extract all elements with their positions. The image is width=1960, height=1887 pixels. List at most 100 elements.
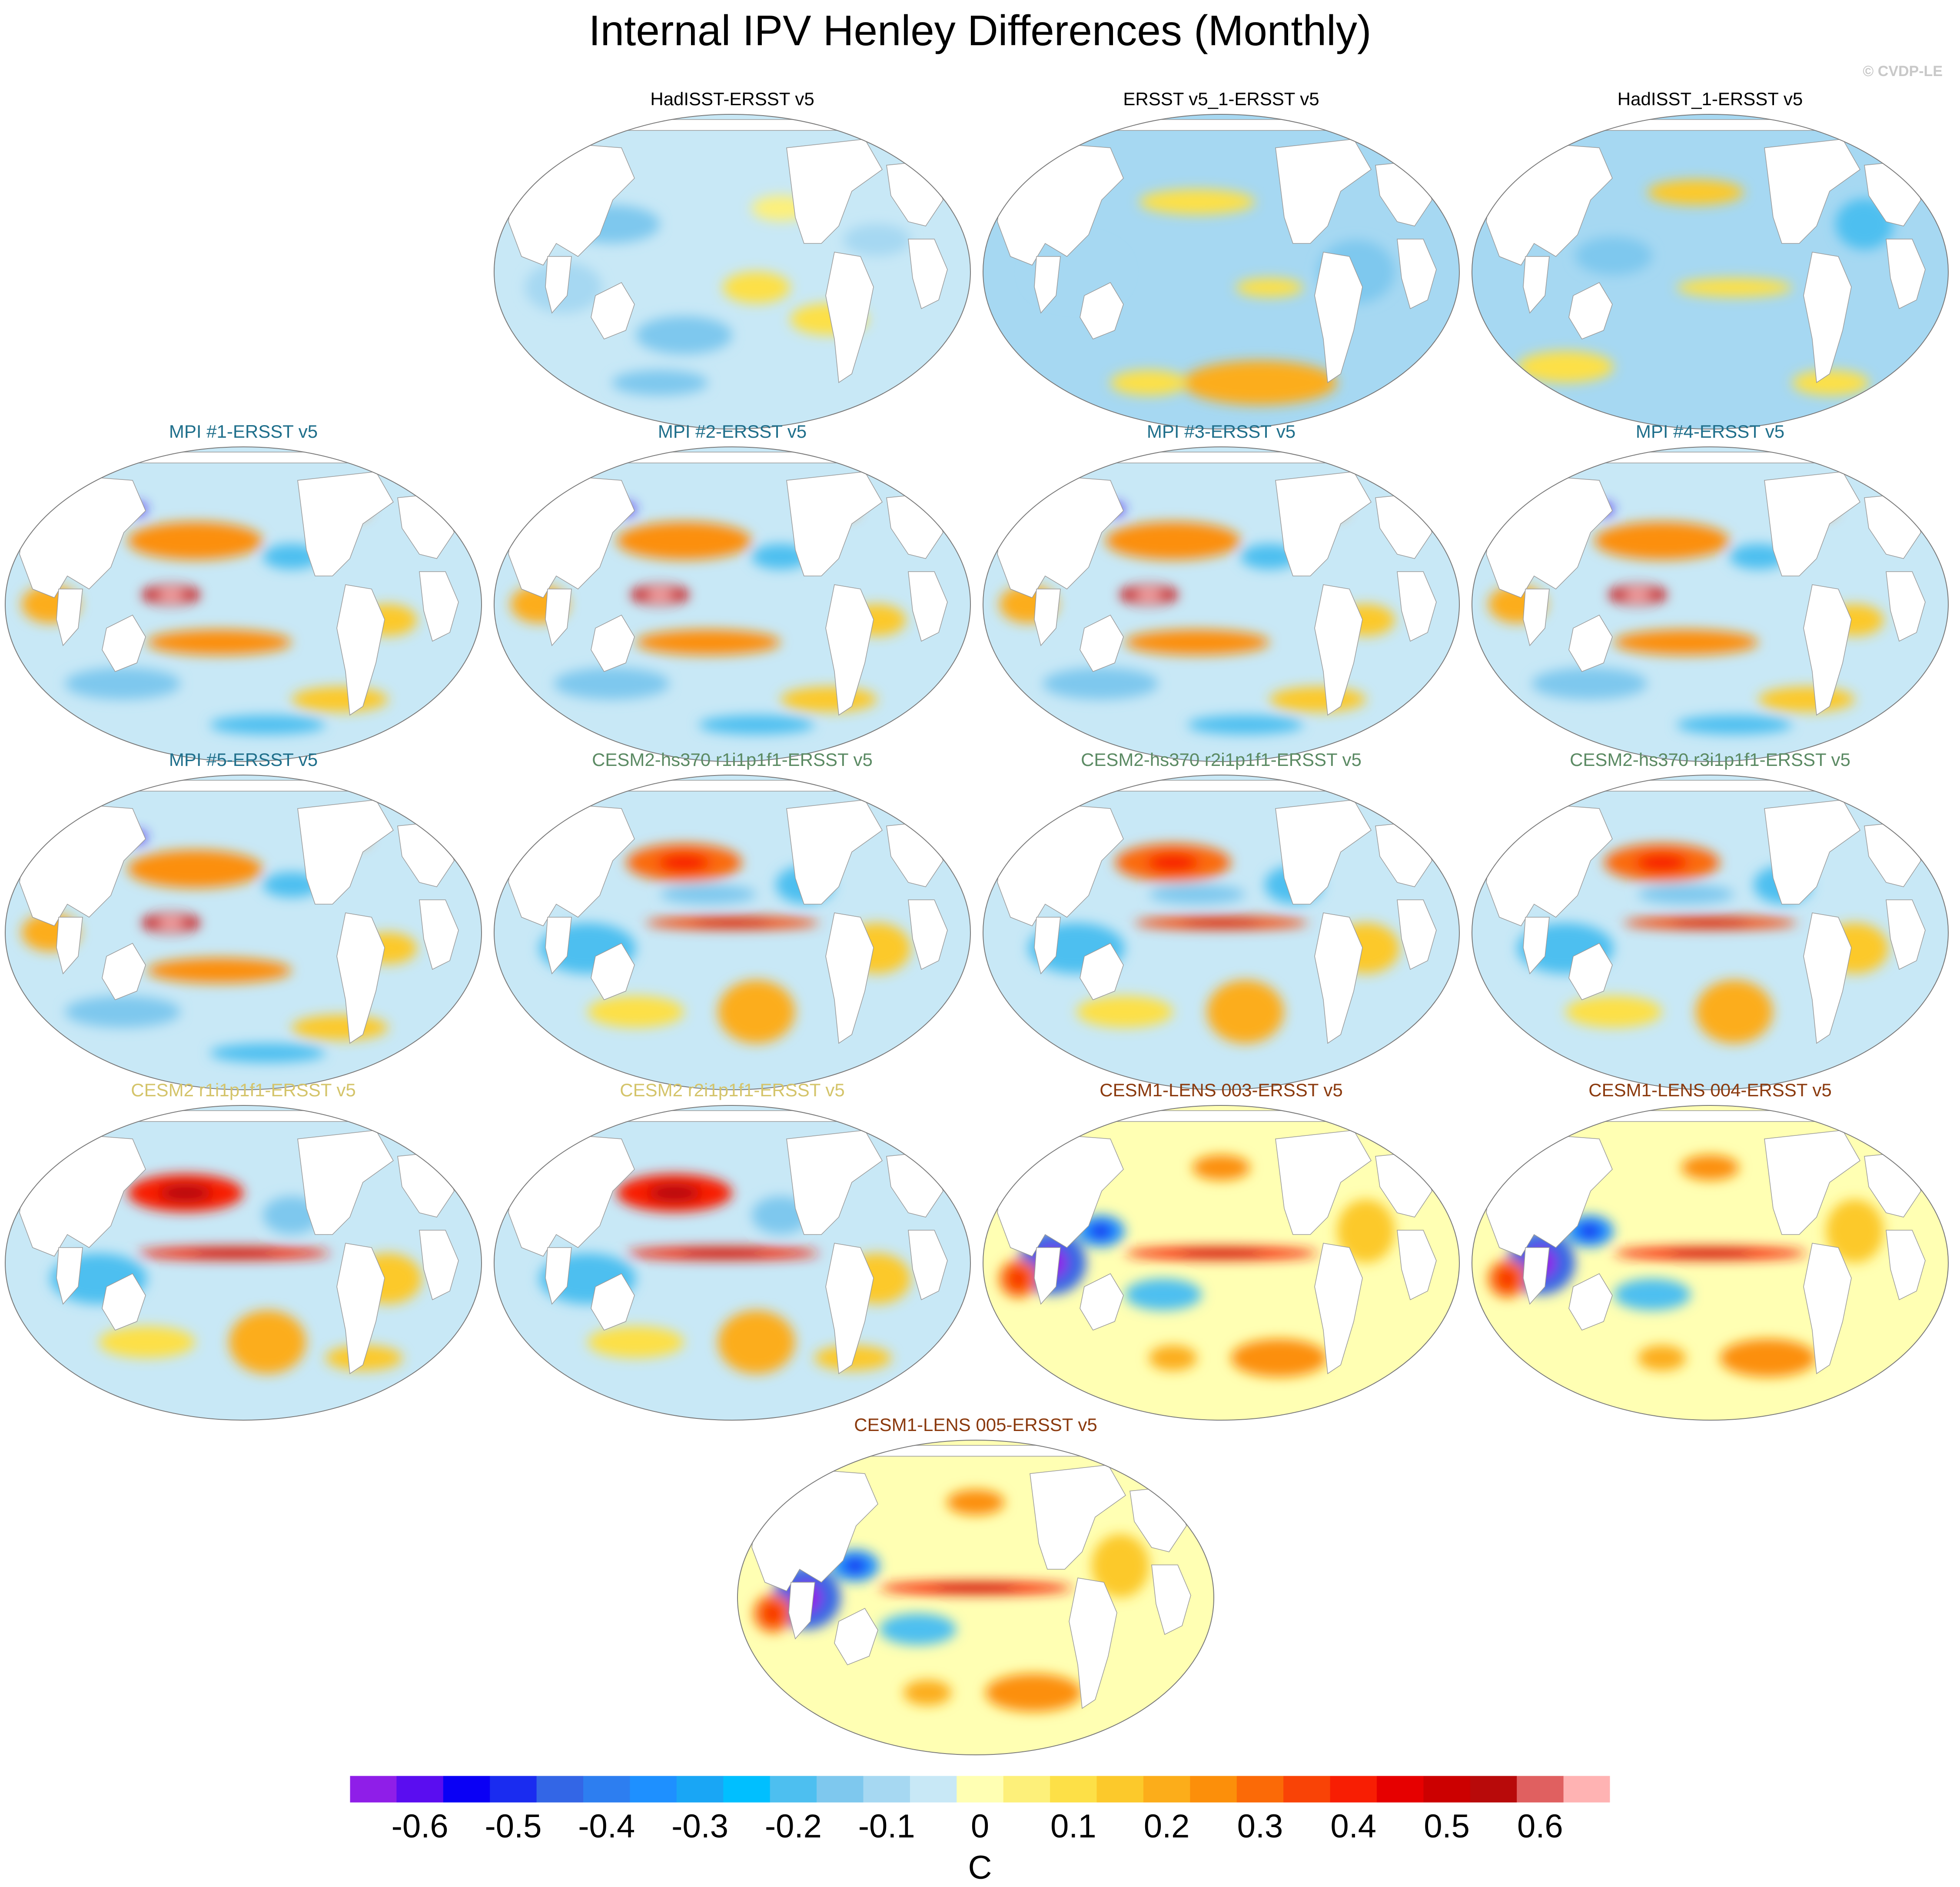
- panel-title: MPI #1-ERSST v5: [169, 421, 318, 442]
- map-outline: [1472, 114, 1949, 429]
- anomaly-core: [679, 1250, 766, 1257]
- anomaly-region: [262, 544, 321, 569]
- anomaly-region: [843, 224, 911, 256]
- map-outline: [5, 1105, 482, 1421]
- colorbar-swatch: [863, 1776, 910, 1803]
- map-outline: [1472, 1105, 1949, 1421]
- map-panel: MPI #3-ERSST v5: [980, 419, 1462, 763]
- land-mass: [297, 1130, 394, 1235]
- land-mass: [336, 1243, 385, 1374]
- colorbar-tick-label: -0.5: [485, 1808, 542, 1845]
- figure-title: Internal IPV Henley Differences (Monthly…: [588, 7, 1372, 54]
- colorbar-tick-label: -0.1: [858, 1808, 915, 1845]
- land-mass: [419, 1230, 459, 1301]
- map-panel: CESM2-hs370 r2i1p1f1-ERSST v5: [980, 748, 1462, 1091]
- land-mass: [1034, 1247, 1061, 1305]
- land-mass: [1764, 139, 1860, 244]
- world-map: [1472, 775, 1949, 1090]
- map-panel: MPI #5-ERSST v5: [2, 748, 485, 1091]
- anomaly-region: [636, 316, 732, 354]
- colorbar-swatch: [490, 1776, 537, 1803]
- map-panel: CESM2 r2i1p1f1-ERSST v5: [491, 1078, 973, 1421]
- colorbar-swatch: [443, 1776, 490, 1803]
- anomaly-region: [1517, 351, 1614, 383]
- land-mass: [1275, 1130, 1372, 1235]
- anomaly-core: [1498, 1269, 1516, 1288]
- anomaly-core: [1147, 853, 1199, 872]
- anomaly-core: [158, 918, 184, 928]
- land-mass: [102, 615, 146, 672]
- colorbar-swatch: [1470, 1776, 1517, 1803]
- anomaly-region: [751, 544, 810, 569]
- anomaly-region: [147, 629, 292, 655]
- anomaly-region: [1531, 668, 1648, 699]
- colorbar-swatch: [1563, 1776, 1611, 1803]
- anomaly-region: [718, 1310, 795, 1374]
- anomaly-region: [1076, 996, 1173, 1028]
- anomaly-core: [1010, 1269, 1027, 1288]
- anomaly-core: [764, 1604, 782, 1623]
- map-panel: ERSST v5_1-ERSST v5: [980, 87, 1462, 430]
- anomaly-core: [1182, 919, 1260, 926]
- colorbar-tick-label: -0.3: [671, 1808, 729, 1845]
- land-mass: [297, 799, 394, 905]
- anomaly-region: [1183, 360, 1337, 405]
- colorbar-swatch: [630, 1776, 677, 1803]
- anomaly-region: [1792, 370, 1870, 396]
- land-mass: [908, 239, 948, 310]
- colorbar-swatch: [1283, 1776, 1331, 1803]
- land-mass: [591, 943, 635, 1000]
- anomaly-region: [1231, 1339, 1328, 1377]
- land-mass: [545, 1247, 572, 1305]
- land-mass: [56, 589, 83, 646]
- land-mass: [786, 799, 883, 905]
- anomaly-region: [127, 522, 263, 560]
- anomaly-region: [147, 958, 292, 983]
- anomaly-core: [1671, 919, 1749, 926]
- anomaly-region: [698, 715, 814, 735]
- map-outline: [494, 775, 971, 1090]
- land-mass: [1275, 139, 1372, 244]
- land-mass: [1080, 943, 1124, 1000]
- colorbar-swatch: [957, 1776, 1004, 1803]
- land-mass: [825, 584, 874, 716]
- land-mass: [336, 912, 385, 1044]
- anomaly-region: [229, 1310, 306, 1374]
- land-mass: [1151, 1564, 1191, 1635]
- world-map: [494, 446, 971, 762]
- watermark: © CVDP-LE: [1863, 63, 1943, 80]
- panel-title: ERSST v5_1-ERSST v5: [1123, 89, 1319, 109]
- land-mass: [1034, 589, 1061, 646]
- anomaly-region: [879, 1613, 957, 1645]
- colorbar-unit: C: [968, 1849, 992, 1886]
- colorbar-swatch: [1003, 1776, 1050, 1803]
- map-outline: [983, 1105, 1460, 1421]
- anomaly-core: [1136, 590, 1162, 600]
- land-mass: [834, 1608, 878, 1665]
- panel-title: CESM2-hs370 r1i1p1f1-ERSST v5: [592, 749, 873, 770]
- colorbar-tick-label: 0.3: [1237, 1808, 1283, 1845]
- map-panel: CESM2-hs370 r1i1p1f1-ERSST v5: [491, 748, 973, 1091]
- anomaly-region: [1240, 544, 1299, 569]
- land-mass: [825, 1243, 874, 1374]
- anomaly-region: [262, 872, 321, 898]
- anomaly-region: [1676, 715, 1792, 735]
- panel-title: CESM1-LENS 003-ERSST v5: [1100, 1080, 1343, 1100]
- land-mass: [1275, 799, 1372, 905]
- colorbar-swatch: [817, 1776, 864, 1803]
- colorbar-tick-label: -0.6: [391, 1808, 448, 1845]
- panel-title: HadISST_1-ERSST v5: [1617, 89, 1803, 109]
- land-mass: [336, 584, 385, 716]
- anomaly-region: [1337, 1199, 1395, 1263]
- anomaly-region: [1826, 1199, 1884, 1263]
- panel-title: CESM2-hs370 r3i1p1f1-ERSST v5: [1570, 749, 1850, 770]
- anomaly-region: [1105, 522, 1241, 560]
- colorbar-swatch: [1050, 1776, 1097, 1803]
- land-mass: [1568, 615, 1613, 672]
- land-mass: [1764, 799, 1860, 905]
- panel-title: CESM2 r1i1p1f1-ERSST v5: [131, 1080, 356, 1100]
- anomaly-region: [718, 980, 795, 1044]
- land-mass: [825, 252, 874, 383]
- anomaly-core: [932, 1584, 1019, 1591]
- anomaly-region: [99, 1326, 195, 1358]
